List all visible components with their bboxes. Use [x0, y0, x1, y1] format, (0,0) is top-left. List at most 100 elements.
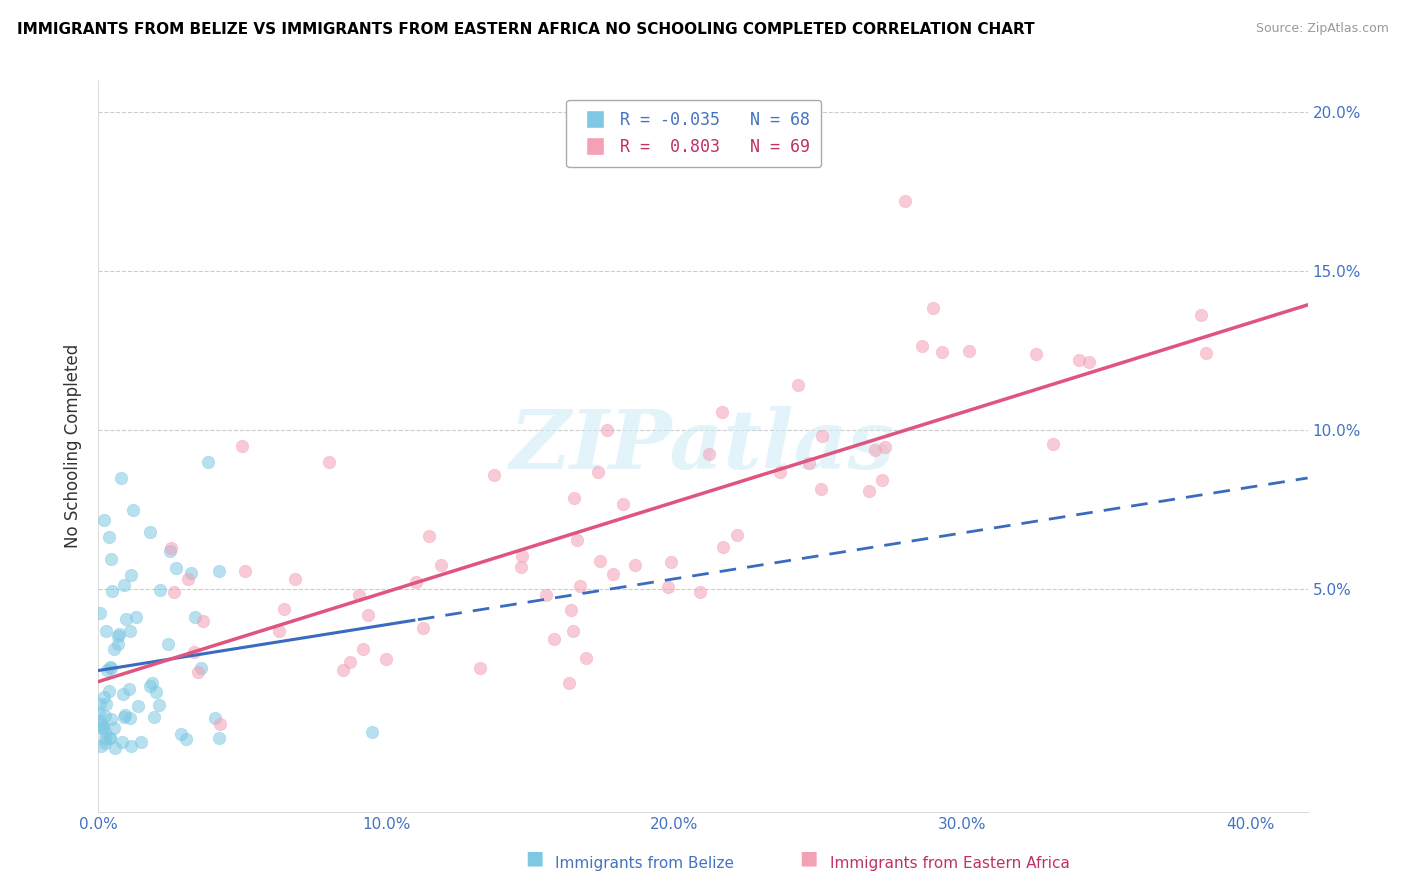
Point — [870, 473, 893, 487]
Point — [208, 731, 231, 746]
Point — [111, 735, 134, 749]
Text: Immigrants from Eastern Africa: Immigrants from Eastern Africa — [830, 856, 1070, 871]
Point — [569, 579, 592, 593]
Point — [114, 612, 136, 626]
Point — [863, 442, 886, 457]
Point — [405, 574, 427, 589]
Point — [187, 665, 209, 679]
Point — [191, 614, 214, 628]
Point — [143, 710, 166, 724]
Point — [107, 629, 129, 643]
Point — [711, 540, 734, 554]
Point — [560, 603, 582, 617]
Point — [612, 497, 634, 511]
Point — [810, 482, 832, 496]
Point — [349, 588, 371, 602]
Point — [100, 711, 122, 725]
Point — [89, 606, 111, 620]
Point — [689, 585, 711, 599]
Point — [412, 621, 434, 635]
Point — [156, 637, 179, 651]
Point — [1042, 437, 1064, 451]
Point — [197, 455, 219, 469]
Point — [858, 484, 880, 499]
Point — [98, 684, 121, 698]
Point — [89, 706, 111, 720]
Point — [107, 637, 129, 651]
Text: IMMIGRANTS FROM BELIZE VS IMMIGRANTS FROM EASTERN AFRICA NO SCHOOLING COMPLETED : IMMIGRANTS FROM BELIZE VS IMMIGRANTS FRO… — [17, 22, 1035, 37]
Point — [233, 564, 256, 578]
Point — [183, 645, 205, 659]
Point — [120, 624, 142, 638]
Point — [120, 739, 142, 753]
Point — [659, 555, 682, 569]
Text: Source: ZipAtlas.com: Source: ZipAtlas.com — [1256, 22, 1389, 36]
Point — [959, 344, 981, 359]
Point — [361, 725, 384, 739]
Point — [177, 572, 200, 586]
Point — [575, 651, 598, 665]
Point — [103, 721, 125, 735]
Point — [562, 491, 585, 505]
Point — [510, 549, 533, 564]
Point — [208, 716, 231, 731]
Point — [1077, 355, 1099, 369]
Text: Immigrants from Belize: Immigrants from Belize — [555, 856, 734, 871]
Point — [269, 624, 291, 638]
Legend: R = -0.035   N = 68, R =  0.803   N = 69: R = -0.035 N = 68, R = 0.803 N = 69 — [567, 100, 821, 168]
Point — [125, 610, 148, 624]
Point — [163, 585, 186, 599]
Point — [352, 642, 374, 657]
Point — [1067, 353, 1090, 368]
Point — [318, 455, 340, 469]
Point — [558, 676, 581, 690]
Point — [96, 664, 118, 678]
Point — [108, 627, 131, 641]
Point — [176, 731, 198, 746]
Point — [149, 582, 172, 597]
Point — [139, 680, 162, 694]
Point — [482, 468, 505, 483]
Point — [339, 655, 361, 669]
Point — [375, 652, 398, 666]
Point — [510, 560, 533, 574]
Point — [543, 632, 565, 646]
Point — [90, 739, 112, 753]
Point — [534, 588, 557, 602]
Point — [98, 660, 121, 674]
Point — [231, 439, 253, 453]
Point — [97, 530, 120, 544]
Point — [145, 684, 167, 698]
Point — [94, 736, 117, 750]
Text: ■: ■ — [524, 848, 544, 867]
Point — [89, 714, 111, 728]
Point — [93, 514, 115, 528]
Point — [911, 338, 934, 352]
Point — [332, 663, 354, 677]
Point — [180, 566, 202, 581]
Point — [90, 721, 112, 735]
Point — [112, 710, 135, 724]
Point — [103, 641, 125, 656]
Point — [711, 404, 734, 418]
Point — [931, 345, 953, 359]
Point — [159, 544, 181, 558]
Point — [139, 524, 162, 539]
Point — [699, 447, 721, 461]
Point — [893, 194, 915, 208]
Point — [91, 721, 114, 735]
Point — [430, 558, 453, 572]
Point — [114, 708, 136, 723]
Point — [184, 610, 207, 624]
Point — [769, 465, 792, 479]
Point — [208, 564, 231, 578]
Point — [93, 690, 115, 705]
Point — [273, 602, 295, 616]
Point — [98, 731, 121, 745]
Point — [94, 732, 117, 747]
Point — [165, 561, 187, 575]
Y-axis label: No Schooling Completed: No Schooling Completed — [65, 344, 83, 548]
Point — [875, 440, 897, 454]
Point — [561, 624, 583, 638]
Point — [100, 661, 122, 675]
